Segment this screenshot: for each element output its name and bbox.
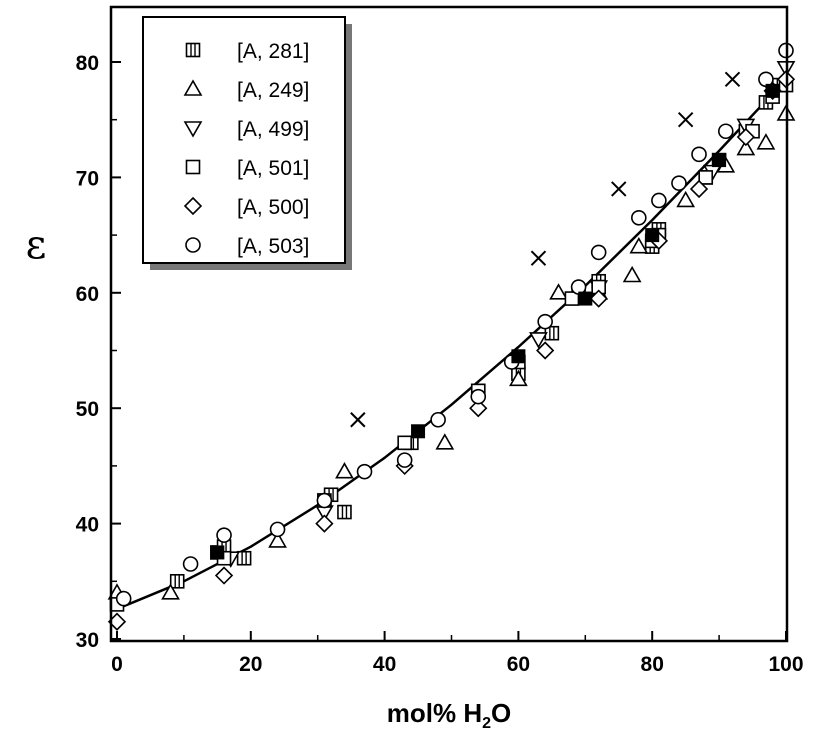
data-point <box>724 71 741 88</box>
y-axis: 30 40 50 60 70 80 <box>76 52 121 652</box>
legend-label: [A, 499] <box>237 118 309 141</box>
series-cross <box>350 71 741 428</box>
legend-item: [A, 503] <box>185 235 309 258</box>
legend-marker-icon <box>185 42 201 58</box>
x-tick-label: 60 <box>507 653 530 676</box>
data-point <box>677 111 694 128</box>
data-point <box>236 550 252 566</box>
legend: [A, 281] [A, 249] [A, 499] [A, 501] [A, 500]… <box>142 16 352 270</box>
data-point <box>182 556 199 572</box>
legend-item: [A, 281] <box>185 40 309 63</box>
data-point <box>622 265 642 283</box>
data-point <box>671 175 687 191</box>
data-point <box>651 192 667 209</box>
data-point <box>631 209 647 226</box>
data-point <box>268 531 287 548</box>
data-point <box>469 399 488 418</box>
data-point <box>335 462 354 479</box>
x-tick-label: 20 <box>239 653 262 676</box>
data-point <box>509 369 528 387</box>
y-tick-label: 40 <box>76 514 99 537</box>
data-point <box>529 332 548 349</box>
data-point <box>765 83 780 98</box>
data-point <box>530 250 547 266</box>
y-tick-label: 50 <box>76 398 99 421</box>
data-point <box>717 123 734 140</box>
plot-frame <box>109 5 789 643</box>
series-filled-square <box>210 83 780 560</box>
data-point <box>411 424 426 439</box>
data-point <box>549 283 568 300</box>
data-point <box>676 190 696 208</box>
data-marks <box>107 42 796 631</box>
legend-marker-icon <box>183 79 203 96</box>
legend-item: [A, 501] <box>185 157 309 180</box>
data-point <box>397 435 412 451</box>
data-point <box>214 566 234 585</box>
data-point <box>537 313 553 330</box>
data-point <box>315 514 334 533</box>
data-point <box>210 545 225 560</box>
legend-item: [A, 249] <box>183 79 309 102</box>
data-point <box>544 325 560 341</box>
y-tick-label: 70 <box>76 167 99 190</box>
data-point <box>712 153 727 168</box>
legend-marker-icon <box>185 237 201 253</box>
y-axis-label: ε <box>26 222 47 268</box>
legend-item: [A, 500] <box>183 196 309 219</box>
data-point <box>337 504 352 520</box>
data-point <box>589 289 608 308</box>
data-point <box>350 412 366 428</box>
data-point <box>269 521 286 538</box>
data-point <box>430 411 446 428</box>
data-point <box>511 349 526 364</box>
data-point <box>396 452 413 468</box>
x-axis: 0 20 40 60 80 100 <box>111 631 804 676</box>
data-point <box>689 179 709 199</box>
data-point <box>736 127 755 147</box>
x-axis-label: mol% H2O <box>387 698 511 732</box>
data-point <box>736 138 756 156</box>
data-point <box>756 133 776 150</box>
data-point <box>216 527 232 543</box>
legend-box <box>142 16 346 264</box>
data-point <box>691 146 707 163</box>
data-point <box>435 433 455 450</box>
legend-label: [A, 503] <box>237 235 309 258</box>
data-point <box>536 341 555 360</box>
y-tick-label: 30 <box>76 629 99 652</box>
data-point <box>590 244 607 261</box>
legend-label: [A, 500] <box>237 196 309 219</box>
data-point <box>356 463 373 480</box>
x-tick-label: 0 <box>111 653 123 676</box>
data-point <box>161 583 180 600</box>
data-point <box>316 492 333 509</box>
data-point <box>645 228 660 243</box>
data-point <box>578 291 593 306</box>
legend-label: [A, 249] <box>237 79 309 102</box>
y-tick-label: 60 <box>76 283 99 306</box>
data-point <box>169 573 185 589</box>
data-point <box>629 237 649 254</box>
data-point <box>470 388 487 405</box>
x-tick-label: 40 <box>373 653 396 676</box>
y-tick-label: 80 <box>76 52 99 75</box>
x-tick-label: 80 <box>641 653 664 676</box>
legend-marker-icon <box>183 196 203 216</box>
x-tick-label: 100 <box>768 653 803 676</box>
legend-item: [A, 499] <box>183 118 309 141</box>
data-point <box>115 590 132 607</box>
data-point <box>698 170 714 185</box>
legend-marker-icon <box>185 159 201 175</box>
legend-marker-icon <box>183 121 203 138</box>
legend-label: [A, 501] <box>237 157 309 180</box>
data-point <box>611 181 627 197</box>
legend-label: [A, 281] <box>237 40 309 63</box>
